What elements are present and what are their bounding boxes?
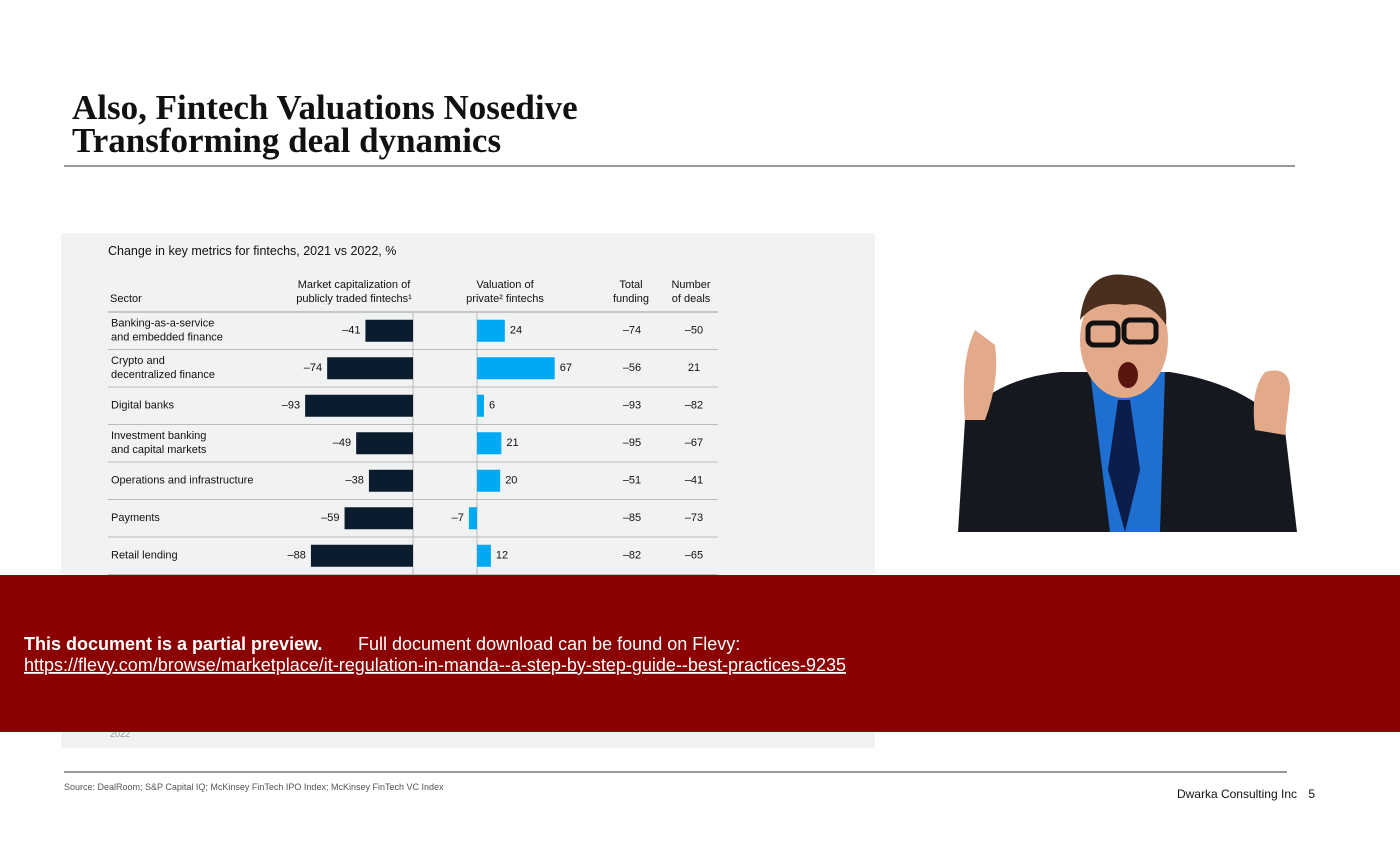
col-header: of deals [672, 293, 711, 305]
bar [468, 507, 477, 530]
col-header: Sector [110, 293, 142, 305]
col-header: publicly traded fintechs¹ [296, 293, 412, 305]
cell: –82 [685, 400, 703, 412]
sector-label: Crypto and [111, 355, 165, 367]
bar [477, 357, 555, 380]
cell: –67 [685, 437, 703, 449]
value-label: –93 [282, 400, 300, 412]
sector-label: Banking-as-a-service [111, 318, 214, 330]
sector-label: Investment banking [111, 430, 206, 442]
col-header: Valuation of [476, 279, 534, 291]
value-label: –88 [288, 550, 306, 562]
table: Sector Market capitalization of publicly t… [108, 279, 718, 575]
col-header: Number [671, 279, 710, 291]
footnote: 2022 [110, 729, 130, 739]
cell: –85 [623, 512, 641, 524]
cell: –93 [623, 400, 641, 412]
sector-label: Operations and infrastructure [111, 475, 253, 487]
cell: –73 [685, 512, 703, 524]
cell: –41 [685, 475, 703, 487]
value-label: 12 [496, 550, 508, 562]
caption: Change in key metrics for fintechs, 2021… [108, 244, 396, 258]
cell: –51 [623, 475, 641, 487]
cell: –74 [623, 325, 641, 337]
source: Source: DealRoom; S&P Capital IQ; McKins… [64, 782, 444, 792]
bar [477, 394, 484, 417]
value-label: –41 [342, 325, 360, 337]
title-line: Transforming deal dynamics [72, 121, 501, 160]
bar [327, 357, 413, 380]
sector-label: and embedded finance [111, 332, 223, 344]
sector-label: Digital banks [111, 400, 174, 412]
value-label: –7 [452, 512, 464, 524]
value-label: 6 [489, 400, 495, 412]
bar [305, 394, 413, 417]
sector-label: Payments [111, 512, 160, 524]
value-label: –38 [346, 475, 364, 487]
cell: –56 [623, 362, 641, 374]
cell: –65 [685, 550, 703, 562]
sector-label: and capital markets [111, 444, 207, 456]
title-line: Also, Fintech Valuations Nosedive [72, 88, 578, 127]
bar [310, 544, 413, 567]
preview-banner [0, 575, 1400, 732]
bar [477, 544, 491, 567]
sector-label: decentralized finance [111, 369, 215, 381]
cell: –82 [623, 550, 641, 562]
bar [477, 432, 502, 455]
bar [477, 469, 501, 492]
banner-text: Full document download can be found on F… [358, 634, 740, 654]
value-label: –74 [304, 362, 322, 374]
value-label: –49 [333, 437, 351, 449]
col-header: funding [613, 293, 649, 305]
value-label: 20 [505, 475, 517, 487]
photo [958, 274, 1297, 532]
bar [365, 319, 413, 342]
col-header: Total [619, 279, 642, 291]
value-label: 24 [510, 325, 522, 337]
cell: –50 [685, 325, 703, 337]
bar [477, 319, 505, 342]
value-label: 67 [560, 362, 572, 374]
bar [356, 432, 413, 455]
cell: –95 [623, 437, 641, 449]
banner-bold: This document is a partial preview. [24, 634, 322, 654]
page-number: 5 [1308, 787, 1315, 801]
col-header: private² fintechs [466, 293, 544, 305]
sector-label: Retail lending [111, 550, 178, 562]
bar [368, 469, 413, 492]
value-label: 21 [506, 437, 518, 449]
banner-link[interactable]: https://flevy.com/browse/marketplace/it-… [24, 655, 846, 675]
col-header: Market capitalization of [298, 279, 411, 291]
value-label: –59 [321, 512, 339, 524]
company: Dwarka Consulting Inc [1177, 787, 1297, 801]
bar [344, 507, 413, 530]
cell: 21 [688, 362, 700, 374]
